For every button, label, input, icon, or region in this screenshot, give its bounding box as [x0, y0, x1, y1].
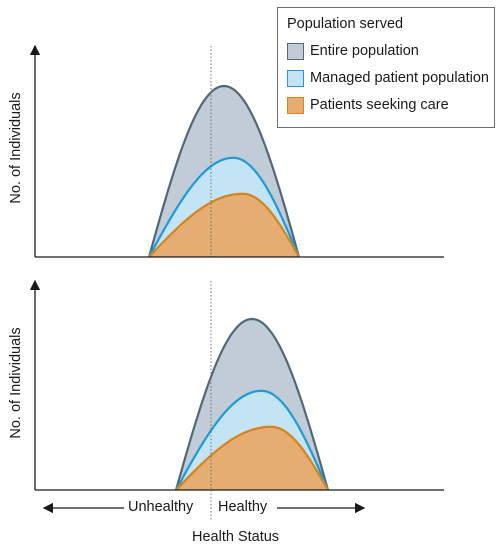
legend-item-managed-patient-population: Managed patient population	[287, 68, 489, 88]
legend-label: Patients seeking care	[310, 97, 449, 113]
x-axis-title: Health Status	[192, 529, 280, 545]
y-axis-label-top: No. of Individuals	[8, 92, 24, 204]
legend-label: Entire population	[310, 43, 419, 59]
legend-item-entire-population: Entire population	[287, 41, 419, 61]
curve-entire-population	[147, 84, 301, 258]
x-label-healthy: Healthy	[218, 499, 268, 515]
area-patients-seeking-care	[176, 426, 328, 490]
x-label-unhealthy: Unhealthy	[128, 499, 194, 515]
curve-entire-population	[174, 317, 330, 491]
legend-label: Managed patient population	[310, 70, 489, 86]
legend-item-patients-seeking-care: Patients seeking care	[287, 95, 449, 115]
legend-swatch-entire-population	[287, 42, 304, 60]
curve-managed-patient-population	[148, 156, 301, 258]
chart-panel-1	[29, 44, 444, 258]
legend-title: Population served	[287, 16, 404, 32]
curve-patients-seeking-care	[175, 425, 329, 491]
curve-patients-seeking-care	[148, 192, 300, 258]
legend-swatch-managed-patient-population	[287, 69, 304, 87]
legend: Population served Entire population Mana…	[277, 7, 495, 128]
chart-panel-2	[29, 279, 444, 491]
curve-managed-patient-population	[175, 389, 330, 491]
y-axis-label-bottom: No. of Individuals	[8, 327, 24, 439]
legend-swatch-patients-seeking-care	[287, 96, 304, 114]
area-patients-seeking-care	[149, 193, 299, 257]
